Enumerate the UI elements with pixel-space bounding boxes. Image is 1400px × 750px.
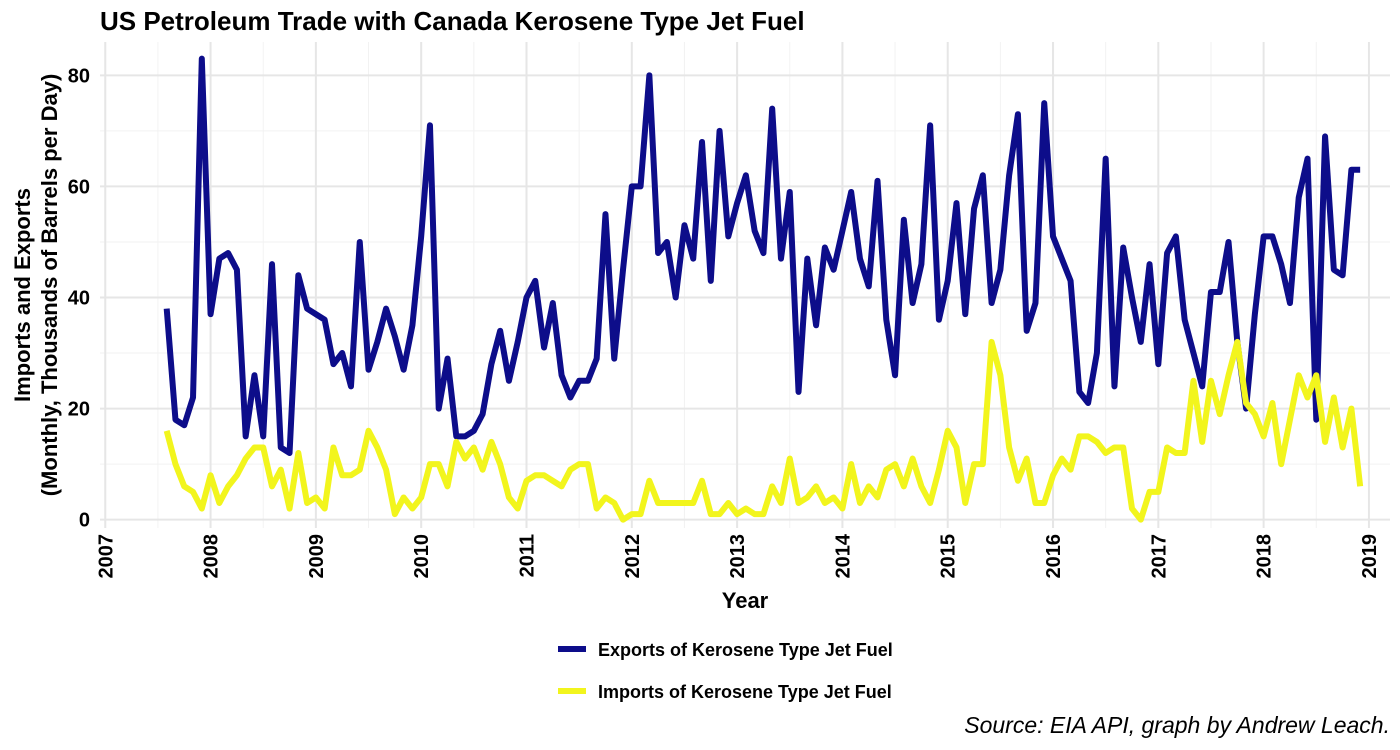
plot-area — [163, 55, 1364, 523]
x-tick-label: 2014 — [832, 533, 854, 578]
x-tick-label: 2015 — [938, 534, 960, 579]
x-tick-label: 2011 — [516, 534, 538, 577]
y-tick-label: 0 — [79, 510, 90, 532]
x-tick-label: 2012 — [622, 534, 644, 579]
grid — [100, 42, 1390, 528]
series-line-imports — [163, 338, 1364, 523]
y-tick-label: 20 — [68, 399, 90, 421]
y-tick-label: 60 — [68, 176, 90, 198]
y-tick-label: 80 — [68, 65, 90, 87]
x-tick-label: 2013 — [727, 534, 749, 579]
source-caption: Source: EIA API, graph by Andrew Leach. — [964, 712, 1390, 738]
x-axis: 2007 2008 2009 2010 2011 2012 2013 2014 2015 2016… — [95, 533, 1381, 578]
x-axis-label: Year — [722, 588, 769, 613]
y-tick-label: 40 — [68, 287, 90, 309]
x-tick-label: 2009 — [306, 534, 328, 579]
y-axis: 0 20 40 60 80 — [68, 65, 90, 531]
series-line-exports — [163, 55, 1361, 457]
x-tick-label: 2007 — [95, 534, 117, 579]
x-tick-label: 2008 — [201, 534, 223, 579]
x-tick-label: 2010 — [411, 534, 433, 579]
y-axis-label-line1: Imports and Exports — [10, 188, 35, 402]
x-tick-label: 2019 — [1359, 534, 1381, 579]
legend-label-exports: Exports of Kerosene Type Jet Fuel — [598, 640, 893, 660]
legend-label-imports: Imports of Kerosene Type Jet Fuel — [598, 682, 892, 702]
y-axis-label-line2: (Monthly, Thousands of Barrels per Day) — [37, 74, 62, 497]
x-tick-label: 2016 — [1043, 534, 1065, 579]
legend: Exports of Kerosene Type Jet Fuel Import… — [558, 640, 893, 702]
chart-title: US Petroleum Trade with Canada Kerosene … — [100, 6, 805, 36]
x-tick-label: 2018 — [1254, 534, 1276, 579]
x-tick-label: 2017 — [1148, 534, 1170, 579]
